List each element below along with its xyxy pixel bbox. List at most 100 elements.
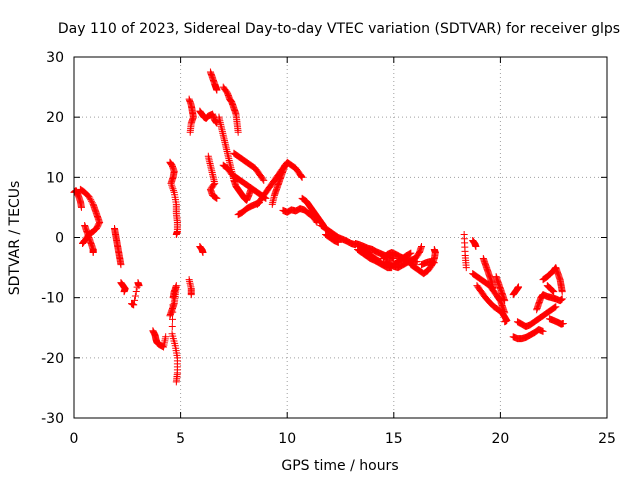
x-tick-labels: 0 5 10 15 20 25 <box>70 431 616 447</box>
data-point <box>169 185 177 193</box>
data-point <box>550 304 558 312</box>
series-s39 <box>479 255 497 293</box>
series-s32 <box>390 249 415 269</box>
data-point <box>186 128 194 136</box>
series-s13 <box>196 107 221 127</box>
data-point <box>559 320 567 328</box>
series-s41 <box>509 283 523 299</box>
data-point <box>130 301 138 309</box>
data-point <box>260 176 268 184</box>
data-point <box>89 249 97 257</box>
y-tick-labels: -30 -20 -10 0 10 20 30 <box>41 50 64 427</box>
series-s34 <box>418 258 438 269</box>
data-point <box>550 288 558 296</box>
y-tick-label: 20 <box>46 110 64 126</box>
series-s12 <box>196 243 207 257</box>
data-point <box>135 282 143 290</box>
data-point <box>131 296 139 304</box>
series-s42 <box>513 303 560 331</box>
data-point <box>168 181 176 189</box>
series-s22 <box>268 161 289 208</box>
data-point <box>169 301 177 309</box>
series-s15 <box>204 152 221 202</box>
series-s17 <box>215 113 255 204</box>
y-tick-label: -10 <box>41 291 64 307</box>
series-s04 <box>111 224 125 269</box>
data-point <box>552 303 560 311</box>
x-tick-label: 20 <box>491 431 509 447</box>
data-point <box>87 197 95 205</box>
data-point <box>548 286 556 294</box>
series-s38 <box>473 282 511 326</box>
data-point <box>418 243 426 251</box>
data-point <box>187 291 195 299</box>
axis-ticks <box>73 56 608 419</box>
x-tick-label: 5 <box>176 431 185 447</box>
series-s24 <box>298 194 327 229</box>
data-point <box>558 288 566 296</box>
series-s16 <box>219 83 242 136</box>
series-s08 <box>166 282 181 386</box>
data-point <box>168 315 176 323</box>
data-point <box>501 318 509 326</box>
series-s35 <box>460 230 470 272</box>
series-s36 <box>469 237 480 251</box>
data-point <box>86 194 94 202</box>
data-point <box>558 295 566 303</box>
data-point <box>334 238 342 246</box>
data-point <box>462 264 470 272</box>
data-point <box>162 333 170 341</box>
data-point <box>168 323 176 331</box>
data-point <box>515 283 523 291</box>
data-point <box>407 249 415 257</box>
data-point <box>169 308 177 316</box>
x-tick-label: 25 <box>598 431 616 447</box>
data-point <box>167 179 175 187</box>
data-point <box>211 193 219 201</box>
data-point <box>132 288 140 296</box>
data-point <box>169 294 177 302</box>
chart-title: Day 110 of 2023, Sidereal Day-to-day VTE… <box>58 21 620 37</box>
data-point <box>430 259 438 267</box>
data-point <box>501 297 509 305</box>
series-s46 <box>545 315 567 328</box>
series-s10 <box>185 276 195 299</box>
series-s40 <box>492 273 509 305</box>
data-point <box>212 194 220 202</box>
data-point <box>131 292 139 300</box>
y-tick-label: -30 <box>41 411 64 427</box>
data-point <box>472 243 480 251</box>
data-point <box>430 246 438 254</box>
x-tick-label: 10 <box>278 431 296 447</box>
series-s06 <box>128 279 143 309</box>
series-s44 <box>533 291 566 314</box>
series-s29 <box>356 243 385 266</box>
data-point <box>87 196 95 204</box>
x-tick-label: 15 <box>385 431 403 447</box>
series-s26 <box>322 230 342 246</box>
x-axis-label: GPS time / hours <box>281 458 398 474</box>
series-s05 <box>117 279 129 296</box>
data-point <box>79 240 87 248</box>
data-point <box>551 303 559 311</box>
grid-lines <box>74 57 607 418</box>
y-axis-label: SDTVAR / TECUs <box>7 181 23 296</box>
series-s43 <box>509 326 547 343</box>
y-tick-label: -20 <box>41 351 64 367</box>
data-point <box>170 187 178 195</box>
data-point <box>539 327 547 335</box>
series-s07 <box>149 327 170 351</box>
series-s11 <box>185 95 197 136</box>
x-tick-label: 0 <box>70 431 79 447</box>
data-point <box>172 378 180 386</box>
data-point <box>234 128 242 136</box>
data-point <box>120 288 128 296</box>
series-s33 <box>407 246 439 278</box>
series-s19 <box>230 149 268 184</box>
y-tick-label: 0 <box>55 231 64 247</box>
series-s21 <box>253 158 306 208</box>
data-point <box>199 249 207 257</box>
data-point <box>489 285 497 293</box>
series-s47 <box>543 282 558 296</box>
